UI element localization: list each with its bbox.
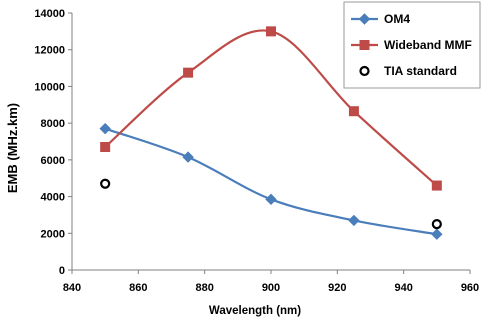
data-point-om4 [182,151,194,163]
data-point-tia-standard [100,178,111,189]
legend-label: Wideband MMF [384,38,472,52]
x-tick-label: 960 [461,282,479,294]
series-wideband-mmf [100,26,442,191]
y-tick-label: 10000 [34,81,65,93]
tick-labels: 0 2000 4000 6000 8000 10000 12000 14000 840 860 88… [34,8,479,294]
y-tick-label: 8000 [41,118,65,130]
y-tick-label: 14000 [34,8,65,20]
y-tick-label: 12000 [34,45,65,57]
data-point-om4 [265,193,277,206]
x-tick-label: 840 [63,282,81,294]
y-tick-label: 2000 [41,228,65,240]
y-tick-label: 0 [59,265,65,277]
legend-item-om4: OM4 [351,12,410,26]
data-point-om4 [348,214,360,227]
legend-marker [358,13,371,25]
x-axis-title: Wavelength (nm) [209,305,301,317]
data-point-wideband-mmf [348,106,359,117]
chart-legend: OM4 Wideband MMF TIA standard [343,1,481,89]
data-point-wideband-mmf [183,67,194,78]
legend-marker [359,65,370,77]
series-tia-standard [100,178,442,230]
legend-item-tia-standard: TIA standard [359,64,457,78]
x-tick-label: 900 [262,282,280,294]
series-om4 [99,122,443,240]
data-point-om4 [431,228,443,240]
legend-marker [359,40,370,50]
legend-item-wideband-mmf: Wideband MMF [351,38,472,52]
legend-label: TIA standard [384,64,457,78]
legend-label: OM4 [384,12,410,26]
x-tick-label: 880 [195,282,213,294]
y-axis-title: EMB (MHz.km) [5,103,20,193]
y-tick-label: 4000 [41,192,65,204]
y-tick-label: 6000 [41,155,65,167]
data-point-om4 [99,122,111,135]
plot-axes [68,12,471,274]
x-tick-label: 920 [328,282,346,294]
data-point-tia-standard [431,219,442,230]
x-tick-label: 940 [394,282,412,294]
series-layer [99,26,443,240]
data-point-wideband-mmf [431,180,442,191]
data-point-wideband-mmf [266,26,276,37]
x-tick-label: 860 [129,282,147,294]
data-point-wideband-mmf [100,142,111,153]
series-line-om4 [104,127,438,236]
